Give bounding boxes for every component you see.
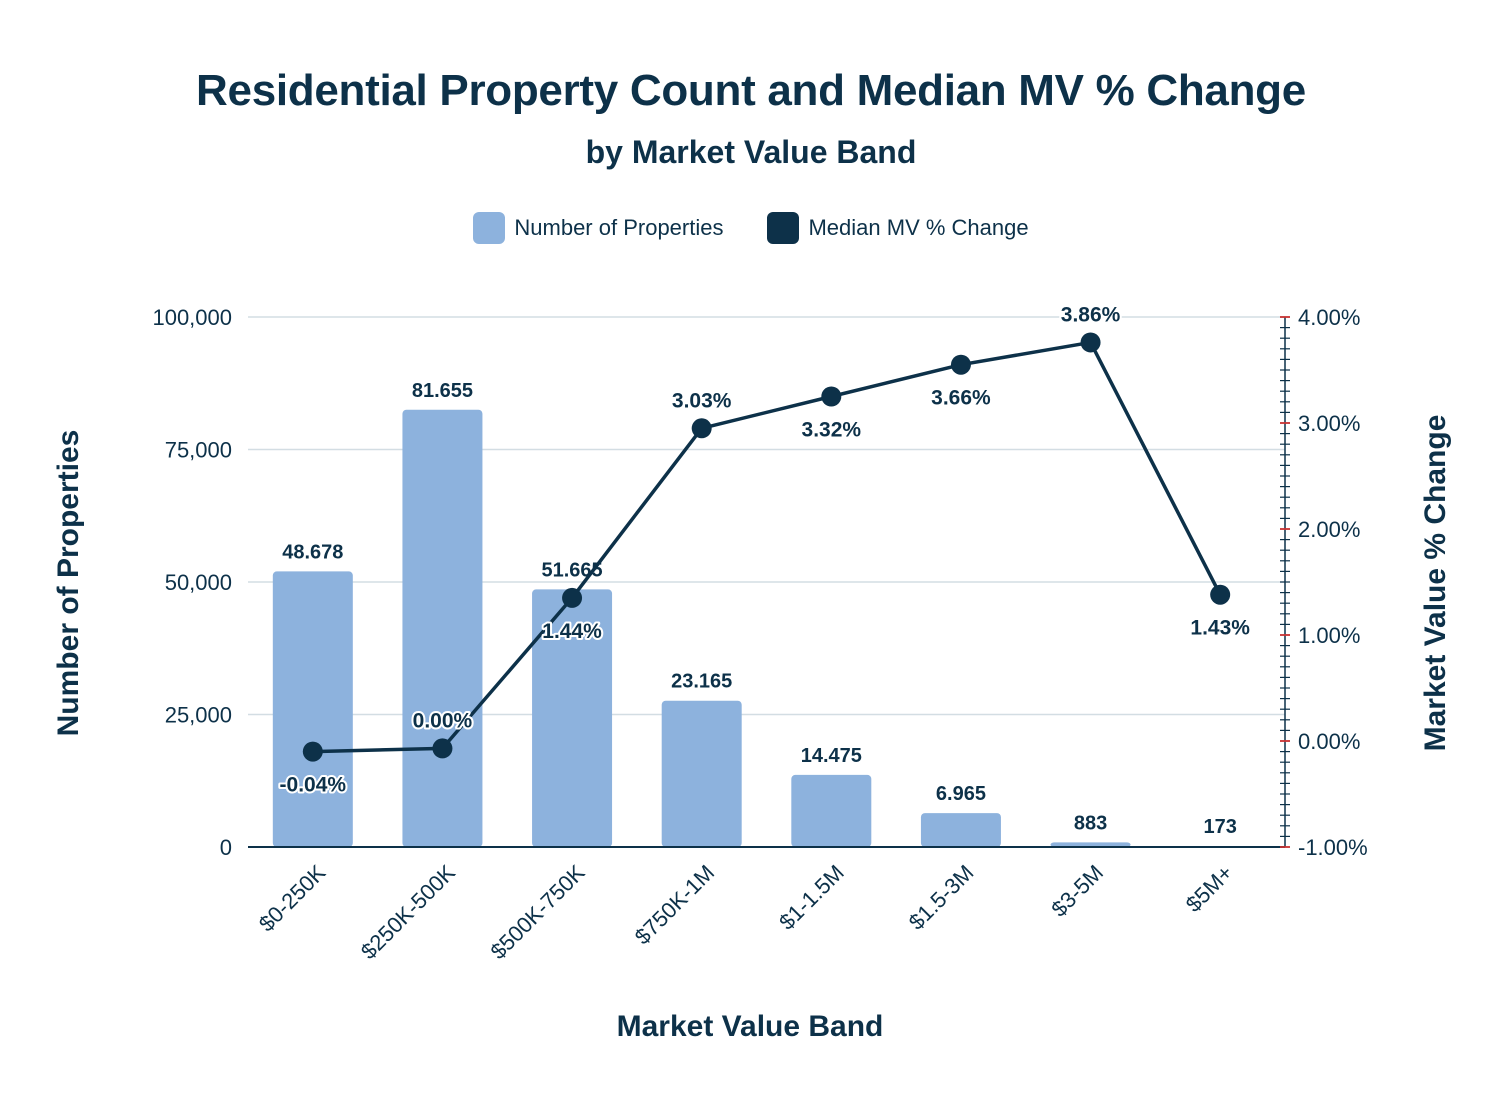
x-tick-label: $750K-1M: [630, 860, 719, 949]
line-data-label: -0.04%: [280, 774, 347, 797]
legend-item-line: Median MV % Change: [767, 212, 1029, 244]
x-tick-label: $1-1.5M: [774, 860, 849, 935]
line-point: [821, 386, 842, 407]
bar: [532, 589, 613, 847]
line-point: [562, 587, 583, 608]
bar: [272, 571, 353, 847]
x-tick-label: $250K-500K: [356, 860, 460, 964]
y2-tick-label: 1.00%: [1298, 623, 1360, 648]
bar: [1050, 842, 1131, 847]
y2-axis-title: Market Value % Change: [1419, 415, 1452, 752]
line-series: [312, 340, 1222, 754]
chart-subtitle: by Market Value Band: [585, 134, 917, 170]
line-point: [302, 741, 323, 762]
line-point: [950, 354, 971, 375]
line-data-label: 3.32%: [802, 419, 862, 442]
y-tick-label: 0: [220, 835, 232, 860]
y2-tick-label: 4.00%: [1298, 305, 1360, 330]
x-axis-title: Market Value Band: [617, 1010, 884, 1043]
y-tick-label: 50,000: [165, 570, 232, 595]
bar-data-label: 14.475: [801, 745, 862, 767]
legend-swatch-bars: [473, 212, 506, 244]
y2-tick-label: -1.00%: [1298, 835, 1368, 860]
line-point: [691, 418, 712, 439]
line-data-label: 1.43%: [1190, 617, 1250, 640]
line-point: [1210, 584, 1231, 605]
legend-swatch-line: [767, 212, 800, 244]
y-tick-label: 75,000: [165, 438, 232, 463]
x-tick-label: $1.5-3M: [904, 860, 979, 935]
legend-label-line: Median MV % Change: [808, 215, 1029, 240]
y2-tick-label: 0.00%: [1298, 729, 1360, 754]
bar-data-label: 51.665: [541, 559, 602, 581]
line-data-label: 0.00%: [413, 709, 473, 732]
line-point: [1080, 332, 1101, 353]
x-tick-label: $5M+: [1181, 860, 1238, 917]
bar-data-label: 6.965: [936, 783, 986, 805]
line-data-label: 3.03%: [672, 389, 732, 412]
y-tick-label: 25,000: [165, 703, 232, 728]
x-tick-label: $500K-750K: [485, 860, 589, 964]
chart-title: Residential Property Count and Median MV…: [196, 66, 1306, 115]
bar-data-label: 48.678: [282, 541, 343, 563]
line-data-label: 3.66%: [931, 387, 991, 410]
bar-data-label: 883: [1074, 812, 1107, 834]
line-data-label: 3.86%: [1061, 303, 1121, 326]
y-axis-title: Number of Properties: [52, 430, 85, 737]
line-data-label: 1.44%: [542, 620, 602, 643]
bar: [402, 409, 483, 847]
bar: [920, 813, 1001, 847]
x-tick-label: $3-5M: [1046, 860, 1108, 922]
y2-tick-label: 3.00%: [1298, 411, 1360, 436]
legend-item-bars: Number of Properties: [473, 212, 723, 244]
legend-label-bars: Number of Properties: [514, 215, 724, 240]
line-point: [432, 738, 453, 759]
y-tick-label: 100,000: [152, 305, 232, 330]
bar: [791, 774, 872, 847]
bar-data-label: 23.165: [671, 671, 732, 693]
bar-data-label: 81.655: [412, 380, 473, 402]
legend: Number of Properties Median MV % Change: [0, 212, 1502, 244]
bar: [661, 700, 742, 847]
x-tick-label: $0-250K: [254, 860, 331, 937]
y2-tick-label: 2.00%: [1298, 517, 1360, 542]
bar-data-label: 173: [1204, 816, 1237, 838]
